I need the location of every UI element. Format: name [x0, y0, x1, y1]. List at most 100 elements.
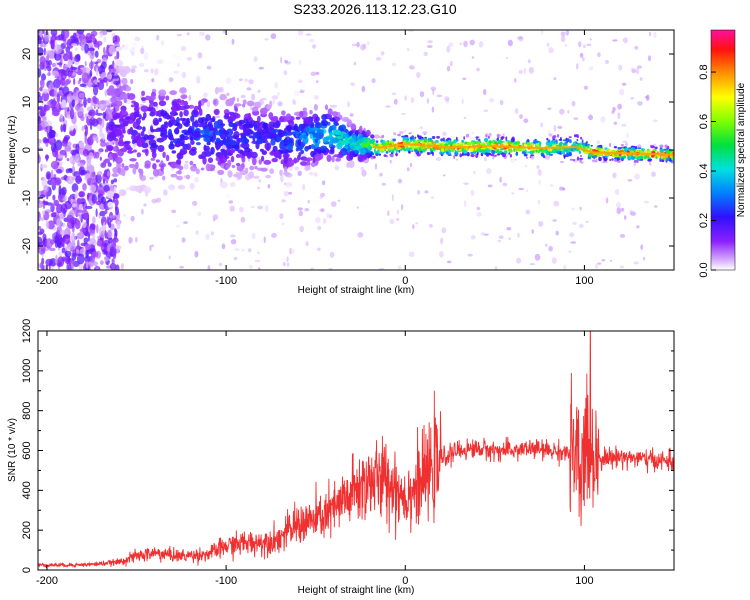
- heatmap-cell: [262, 133, 268, 141]
- heatmap-cell: [625, 147, 630, 151]
- y-tick-label: 200: [21, 521, 33, 539]
- heatmap-cell: [588, 66, 594, 71]
- heatmap-cell: [408, 132, 412, 135]
- heatmap-cell: [295, 116, 301, 120]
- heatmap-cell: [397, 178, 403, 184]
- heatmap-cell: [396, 209, 399, 215]
- heatmap-cell: [511, 192, 515, 195]
- heatmap-cell: [215, 124, 222, 129]
- heatmap-cell: [198, 100, 202, 108]
- heatmap-cell: [258, 66, 264, 70]
- heatmap-cell: [448, 42, 454, 48]
- heatmap-cell: [267, 184, 271, 189]
- heatmap-cell: [440, 138, 444, 142]
- heatmap-cell: [74, 96, 78, 101]
- heatmap-cell: [221, 243, 226, 250]
- heatmap-cell: [568, 136, 572, 138]
- heatmap-cell: [361, 169, 367, 177]
- heatmap-cell: [446, 65, 451, 72]
- heatmap-cell: [194, 250, 199, 258]
- heatmap-cell: [578, 223, 584, 229]
- heatmap-cell: [67, 141, 72, 147]
- heatmap-cell: [528, 66, 534, 74]
- heatmap-cell: [480, 152, 484, 157]
- heatmap-cell: [54, 52, 61, 61]
- heatmap-cell: [404, 134, 409, 138]
- heatmap-cell: [434, 140, 439, 143]
- heatmap-cell: [83, 96, 87, 108]
- heatmap-cell: [73, 36, 79, 43]
- heatmap-cell: [639, 155, 644, 160]
- heatmap-cell: [193, 105, 199, 111]
- heatmap-cell: [484, 157, 487, 162]
- heatmap-cell: [291, 159, 300, 163]
- heatmap-cell: [205, 163, 211, 172]
- snr-ylabel: SNR (10 * v/v): [7, 418, 18, 482]
- heatmap-cell: [246, 100, 255, 107]
- heatmap-cell: [71, 183, 79, 193]
- heatmap-cell: [215, 115, 221, 118]
- heatmap-cell: [300, 84, 306, 90]
- heatmap-cell: [94, 50, 99, 58]
- spectrogram-heatmap: [38, 30, 674, 270]
- heatmap-cell: [133, 112, 139, 116]
- heatmap-cell: [271, 157, 279, 163]
- heatmap-cell: [441, 140, 445, 145]
- heatmap-cell: [304, 208, 310, 212]
- heatmap-cell: [639, 77, 643, 81]
- heatmap-cell: [113, 178, 118, 183]
- heatmap-cell: [592, 155, 595, 158]
- heatmap-cell: [555, 148, 559, 152]
- heatmap-cell: [508, 149, 513, 153]
- heatmap-cell: [217, 169, 225, 175]
- heatmap-cell: [238, 78, 243, 82]
- heatmap-cell: [414, 140, 419, 145]
- heatmap-cell: [483, 149, 488, 152]
- heatmap-cell: [484, 138, 487, 142]
- heatmap-cell: [65, 168, 70, 174]
- heatmap-cell: [653, 119, 658, 123]
- heatmap-cell: [324, 104, 329, 111]
- heatmap-cell: [546, 42, 550, 47]
- heatmap-cell: [562, 139, 568, 142]
- heatmap-cell: [131, 134, 136, 141]
- heatmap-cell: [582, 44, 586, 49]
- heatmap-cell: [66, 38, 74, 49]
- heatmap-cell: [310, 267, 314, 270]
- snr-series-line: [38, 331, 674, 569]
- heatmap-cell: [449, 141, 454, 146]
- heatmap-cell: [63, 53, 69, 62]
- heatmap-cell: [587, 143, 590, 146]
- heatmap-cell: [458, 143, 461, 146]
- heatmap-cell: [423, 138, 428, 143]
- heatmap-cell: [179, 105, 187, 111]
- heatmap-cell: [335, 130, 342, 136]
- heatmap-cell: [346, 162, 350, 168]
- heatmap-cell: [112, 251, 117, 260]
- heatmap-cell: [155, 159, 160, 163]
- heatmap-cell: [87, 47, 96, 52]
- heatmap-cell: [611, 153, 615, 158]
- heatmap-cell: [470, 147, 474, 151]
- heatmap-cell: [314, 138, 318, 143]
- heatmap-cell: [106, 252, 113, 258]
- heatmap-cell: [612, 172, 617, 179]
- heatmap-cell: [373, 134, 380, 139]
- heatmap-cell: [381, 182, 386, 186]
- heatmap-cell: [469, 39, 475, 46]
- heatmap-cell: [258, 179, 261, 183]
- heatmap-cell: [388, 147, 393, 151]
- heatmap-cell: [408, 151, 411, 154]
- heatmap-cell: [203, 92, 208, 98]
- heatmap-cell: [238, 119, 245, 125]
- heatmap-cell: [418, 147, 422, 152]
- heatmap-cell: [635, 150, 640, 153]
- heatmap-cell: [121, 163, 125, 168]
- heatmap-cell: [432, 88, 435, 96]
- heatmap-cell: [559, 108, 565, 115]
- heatmap-cell: [431, 106, 435, 113]
- heatmap-cell: [150, 128, 155, 133]
- heatmap-cell: [251, 232, 256, 240]
